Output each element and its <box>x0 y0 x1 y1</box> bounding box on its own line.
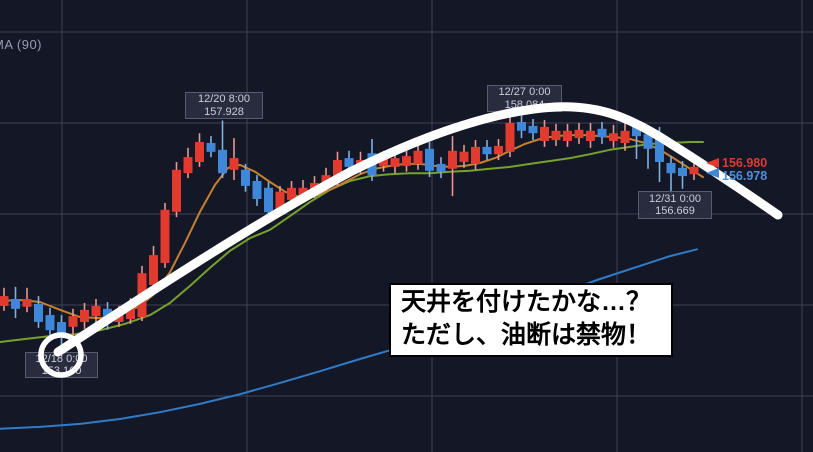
callout-time: 12/20 8:00 <box>198 93 250 105</box>
candle-body-up <box>0 296 9 306</box>
callout-price: 157.928 <box>204 105 244 118</box>
price-callout: 12/27 0:00 158.084 <box>487 85 562 112</box>
callout-time: 12/31 0:00 <box>649 192 701 205</box>
candle-body-down <box>34 303 43 322</box>
note-line-1: 天井を付けたかな…？ <box>401 288 652 316</box>
candle-body-down <box>45 315 55 331</box>
bid-price-tag: 156.978 <box>722 169 768 183</box>
candle-body-down <box>11 299 20 309</box>
ma-indicator-label: MA (90) <box>0 37 43 52</box>
callout-price: 153.160 <box>41 365 82 377</box>
price-callout: 12/31 0:00 156.669 <box>638 191 712 219</box>
callout-price: 158.084 <box>504 98 545 111</box>
callout-time: 12/18 0:00 <box>35 352 88 365</box>
price-callout: 12/18 0:00 153.160 <box>25 352 98 378</box>
price-callout: 12/20 8:00 157.928 <box>185 92 263 119</box>
ask-price-tag: 156.980 <box>722 156 768 170</box>
ask-price-pointer-icon <box>706 158 719 168</box>
callout-time: 12/27 0:00 <box>498 86 551 98</box>
commentary-note-box: 天井を付けたかな…？ ただし、油断は禁物！ <box>389 283 673 357</box>
note-line-2: ただし、油断は禁物！ <box>401 321 652 349</box>
candle-body-up <box>22 299 32 307</box>
callout-price: 156.669 <box>655 205 695 217</box>
bid-price-pointer-icon <box>706 168 719 178</box>
